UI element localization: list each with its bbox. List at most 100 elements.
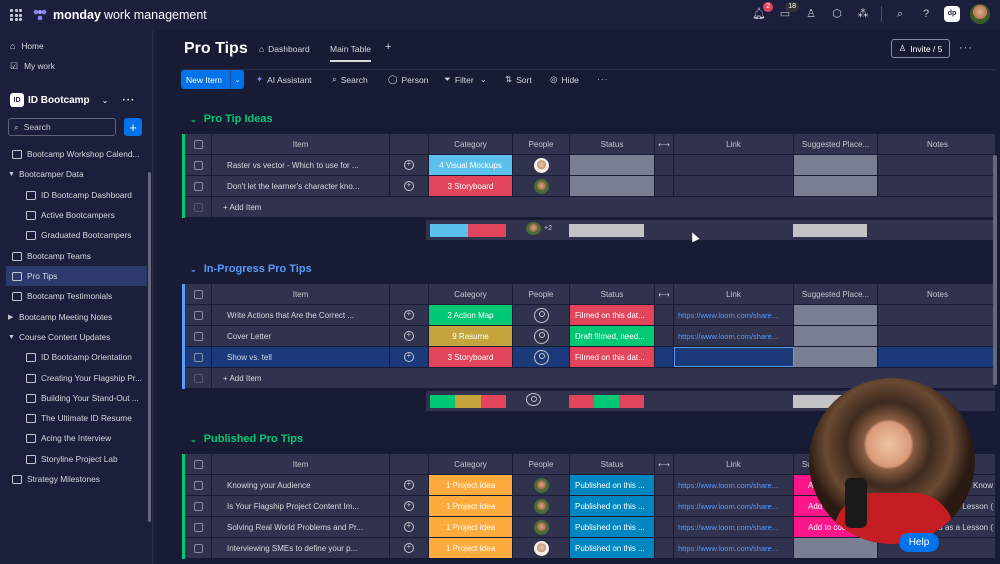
cell-category[interactable]: 1 Project Idea: [429, 496, 513, 516]
cell-people[interactable]: [513, 517, 570, 537]
sort-button[interactable]: ⇅ Sort: [505, 74, 532, 85]
cell-upd[interactable]: [390, 538, 429, 558]
row-checkbox[interactable]: [193, 522, 203, 532]
workspace-selector[interactable]: ID ID Bootcamp ⌄ ···: [10, 93, 135, 107]
select-all-checkbox[interactable]: [193, 139, 203, 149]
sidebar-item-standout[interactable]: Building Your Stand-Out ...: [26, 388, 174, 408]
cell-item[interactable]: Show vs. tell: [212, 347, 390, 367]
cell-item[interactable]: Raster vs vector - Which to use for ...: [212, 155, 390, 175]
cell-chk[interactable]: [185, 326, 212, 346]
sidebar-item-testimonials[interactable]: Bootcamp Testimonials: [12, 286, 160, 306]
group-title[interactable]: ⌄ Pro Tip Ideas: [190, 113, 273, 125]
add-update-icon[interactable]: [404, 500, 414, 511]
hide-button[interactable]: ◎ Hide: [550, 74, 579, 85]
cell-status[interactable]: [570, 176, 655, 196]
cell-status[interactable]: Published on this ...: [570, 475, 655, 495]
search-button[interactable]: ⌕ Search: [332, 74, 368, 85]
cell-upd[interactable]: [390, 475, 429, 495]
cell-drag[interactable]: [655, 326, 674, 346]
sidebar-home[interactable]: ⌂ Home: [10, 36, 158, 56]
person-avatar[interactable]: [533, 307, 549, 323]
add-item-row[interactable]: + Add Item: [185, 368, 998, 389]
sidebar-mywork[interactable]: ☑ My work: [10, 56, 158, 76]
add-update-icon[interactable]: [404, 159, 414, 170]
column-header-people[interactable]: People: [513, 284, 570, 304]
cell-link[interactable]: [674, 347, 794, 367]
row-checkbox[interactable]: [193, 501, 203, 511]
cell-sugg[interactable]: [794, 176, 878, 196]
cell-people[interactable]: [513, 475, 570, 495]
cell-upd[interactable]: [390, 326, 429, 346]
person-avatar[interactable]: [533, 349, 549, 365]
cell-notes[interactable]: ed as a Lesson (: [878, 517, 998, 537]
sidebar-folder-bootcamper-data[interactable]: ▼ Bootcamper Data: [8, 164, 156, 184]
cell-drag[interactable]: [655, 305, 674, 325]
table-row[interactable]: Cover Letter 9 Resume Draft filmed, need..…: [185, 326, 998, 347]
cell-chk[interactable]: [185, 305, 212, 325]
add-board-button[interactable]: +: [124, 118, 142, 136]
column-header-item[interactable]: Item: [212, 284, 390, 304]
add-update-icon[interactable]: [404, 542, 414, 553]
column-header-sugg[interactable]: Suggested Place...: [794, 284, 878, 304]
add-update-icon[interactable]: [404, 330, 414, 341]
cell-category[interactable]: 3 Storyboard: [429, 176, 513, 196]
add-item-row[interactable]: + Add Item: [185, 197, 998, 218]
cell-chk[interactable]: [185, 475, 212, 495]
sidebar-item-active[interactable]: Active Bootcampers: [26, 205, 174, 225]
sidebar-item-storyline[interactable]: Storyline Project Lab: [26, 449, 174, 469]
invite-members-icon[interactable]: ♙: [806, 8, 816, 20]
table-row[interactable]: Raster vs vector - Which to use for ... 4…: [185, 155, 998, 176]
add-update-icon[interactable]: [404, 521, 414, 532]
add-update-icon[interactable]: [404, 351, 414, 362]
cell-category[interactable]: 9 Resume: [429, 326, 513, 346]
cell-link[interactable]: [674, 155, 794, 175]
column-header-notes[interactable]: Notes: [878, 134, 998, 154]
cell-sugg[interactable]: [794, 347, 878, 367]
cell-drag[interactable]: [655, 496, 674, 516]
sidebar-folder-course-content[interactable]: ▼ Course Content Updates: [8, 327, 156, 347]
add-update-icon[interactable]: [404, 479, 414, 490]
add-update-icon[interactable]: [404, 309, 414, 320]
sidebar-item-flagship[interactable]: Creating Your Flagship Pr...: [26, 368, 174, 388]
sidebar-item-milestones[interactable]: Strategy Milestones: [12, 469, 160, 489]
cell-chk[interactable]: [185, 347, 212, 367]
cell-category[interactable]: 3 Storyboard: [429, 347, 513, 367]
cell-category[interactable]: 1 Project Idea: [429, 517, 513, 537]
column-header-category[interactable]: Category: [429, 284, 513, 304]
help-icon[interactable]: ?: [922, 8, 930, 20]
chevron-down-icon[interactable]: ⌄: [190, 114, 197, 124]
board-scrollbar[interactable]: [993, 155, 997, 385]
cell-link[interactable]: https://www.loom.com/share...: [674, 326, 794, 346]
column-header-status[interactable]: Status: [570, 134, 655, 154]
cell-people[interactable]: [513, 538, 570, 558]
cell-status[interactable]: Filmed on this dat...: [570, 305, 655, 325]
cell-category[interactable]: 2 Action Map: [429, 305, 513, 325]
inbox-icon[interactable]: ▭ 18: [777, 2, 799, 22]
cell-upd[interactable]: [390, 176, 429, 196]
cell-notes[interactable]: ed as a Lesson (: [878, 496, 998, 516]
row-checkbox[interactable]: [193, 352, 203, 362]
table-row[interactable]: Don't let the learner's character kno...…: [185, 176, 998, 197]
cell-status[interactable]: [570, 155, 655, 175]
person-filter-button[interactable]: ◯ Person: [388, 74, 428, 85]
cell-upd[interactable]: [390, 496, 429, 516]
link-text[interactable]: https://www.loom.com/share...: [678, 522, 779, 532]
sidebar-scrollbar[interactable]: [148, 172, 151, 522]
row-checkbox[interactable]: [193, 331, 203, 341]
column-header-chk[interactable]: [185, 134, 212, 154]
board-more-icon[interactable]: ···: [959, 42, 973, 54]
cell-link[interactable]: https://www.loom.com/share...: [674, 538, 794, 558]
cell-link[interactable]: https://www.loom.com/share...: [674, 475, 794, 495]
cell-drag[interactable]: [655, 347, 674, 367]
cell-notes[interactable]: p: Know: [878, 475, 998, 495]
column-header-status[interactable]: Status: [570, 284, 655, 304]
cell-notes[interactable]: [878, 326, 998, 346]
cell-people[interactable]: [513, 155, 570, 175]
cell-link[interactable]: https://www.loom.com/share...: [674, 496, 794, 516]
column-resize-icon[interactable]: ⟷: [655, 134, 674, 154]
link-text[interactable]: https://www.loom.com/share...: [678, 331, 779, 341]
cell-status[interactable]: Published on this ...: [570, 517, 655, 537]
add-view-icon[interactable]: +: [385, 41, 392, 53]
tab-dashboard[interactable]: ⌂ Dashboard: [259, 44, 310, 54]
cell-item[interactable]: Knowing your Audience: [212, 475, 390, 495]
